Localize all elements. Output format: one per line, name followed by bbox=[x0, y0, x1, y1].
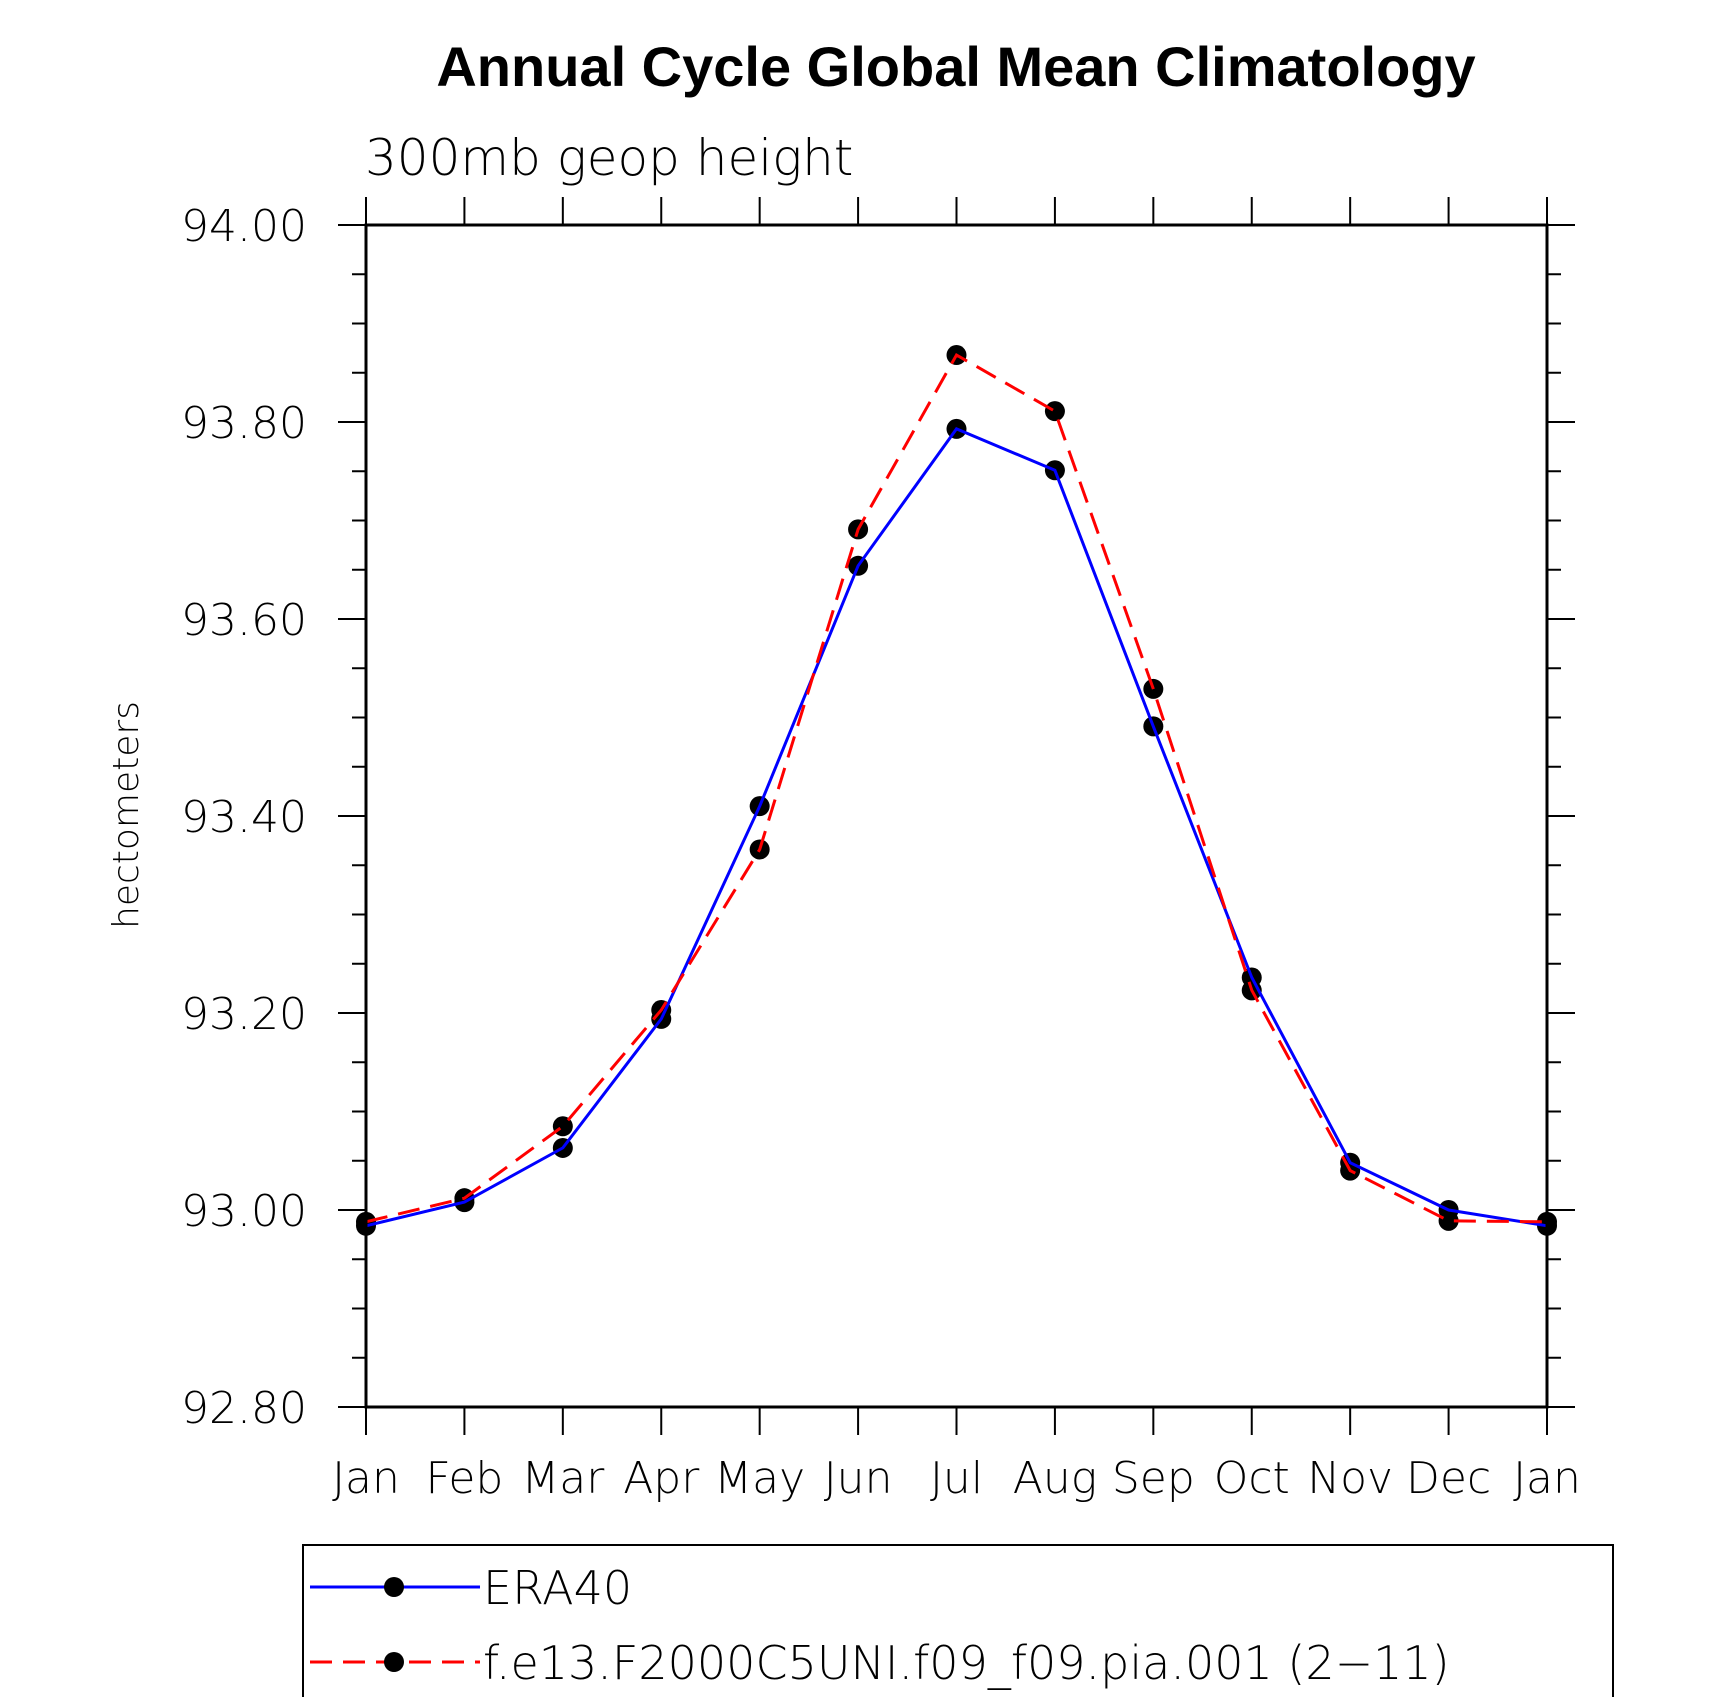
x-tick-label: Jan bbox=[332, 1453, 400, 1504]
y-tick-label: 93.80 bbox=[181, 398, 307, 449]
plot-frame bbox=[364, 223, 1549, 1409]
series-1-point bbox=[1438, 1210, 1459, 1231]
legend-marker-model bbox=[384, 1652, 404, 1672]
tick-labels: 92.80 93.00 93.20 93.40 93.60 93.80 94.00 Jan Fe… bbox=[181, 201, 1581, 1504]
x-tick-label: Oct bbox=[1214, 1453, 1290, 1504]
x-tick-label: Jun bbox=[824, 1453, 893, 1504]
series-markers bbox=[356, 345, 1557, 1236]
x-tick-label: Nov bbox=[1307, 1453, 1393, 1504]
series-group bbox=[356, 345, 1557, 1236]
x-tick-label: Jan bbox=[1513, 1453, 1581, 1504]
x-tick-label: Apr bbox=[623, 1453, 700, 1504]
series-1-point bbox=[1044, 401, 1065, 422]
series-line-1 bbox=[365, 352, 1548, 1224]
chart-subtitle: 300mb geop height bbox=[365, 129, 853, 187]
x-tick-label: Sep bbox=[1112, 1453, 1195, 1504]
x-tick-label: Jul bbox=[930, 1453, 983, 1504]
y-tick-label: 93.00 bbox=[181, 1186, 307, 1237]
y-tick-label: 93.40 bbox=[181, 792, 307, 843]
y-tick-label: 93.20 bbox=[181, 989, 307, 1040]
legend-box bbox=[302, 1544, 1614, 1697]
x-tick-label: Aug bbox=[1013, 1453, 1097, 1504]
axis-ticks bbox=[338, 197, 1575, 1435]
legend-label-model: f.e13.F2000C5UNI.f09_f09.pia.001 (2−11) bbox=[483, 1636, 1450, 1690]
y-tick-label: 94.00 bbox=[181, 201, 307, 252]
x-tick-label: Mar bbox=[521, 1453, 605, 1504]
series-line-0 bbox=[365, 427, 1548, 1228]
x-tick-label: Dec bbox=[1406, 1453, 1491, 1504]
x-tick-label: May bbox=[714, 1453, 805, 1504]
legend-label-era40: ERA40 bbox=[483, 1561, 632, 1615]
y-tick-label: 92.80 bbox=[181, 1383, 307, 1434]
chart-title: Annual Cycle Global Mean Climatology bbox=[436, 35, 1475, 98]
legend: ERA40 f.e13.F2000C5UNI.f09_f09.pia.001 (… bbox=[302, 1544, 1614, 1697]
y-tick-label: 93.60 bbox=[181, 595, 307, 646]
legend-marker-era40 bbox=[384, 1577, 404, 1597]
y-axis-label: hectometers bbox=[106, 701, 147, 929]
x-tick-label: Feb bbox=[425, 1453, 503, 1504]
